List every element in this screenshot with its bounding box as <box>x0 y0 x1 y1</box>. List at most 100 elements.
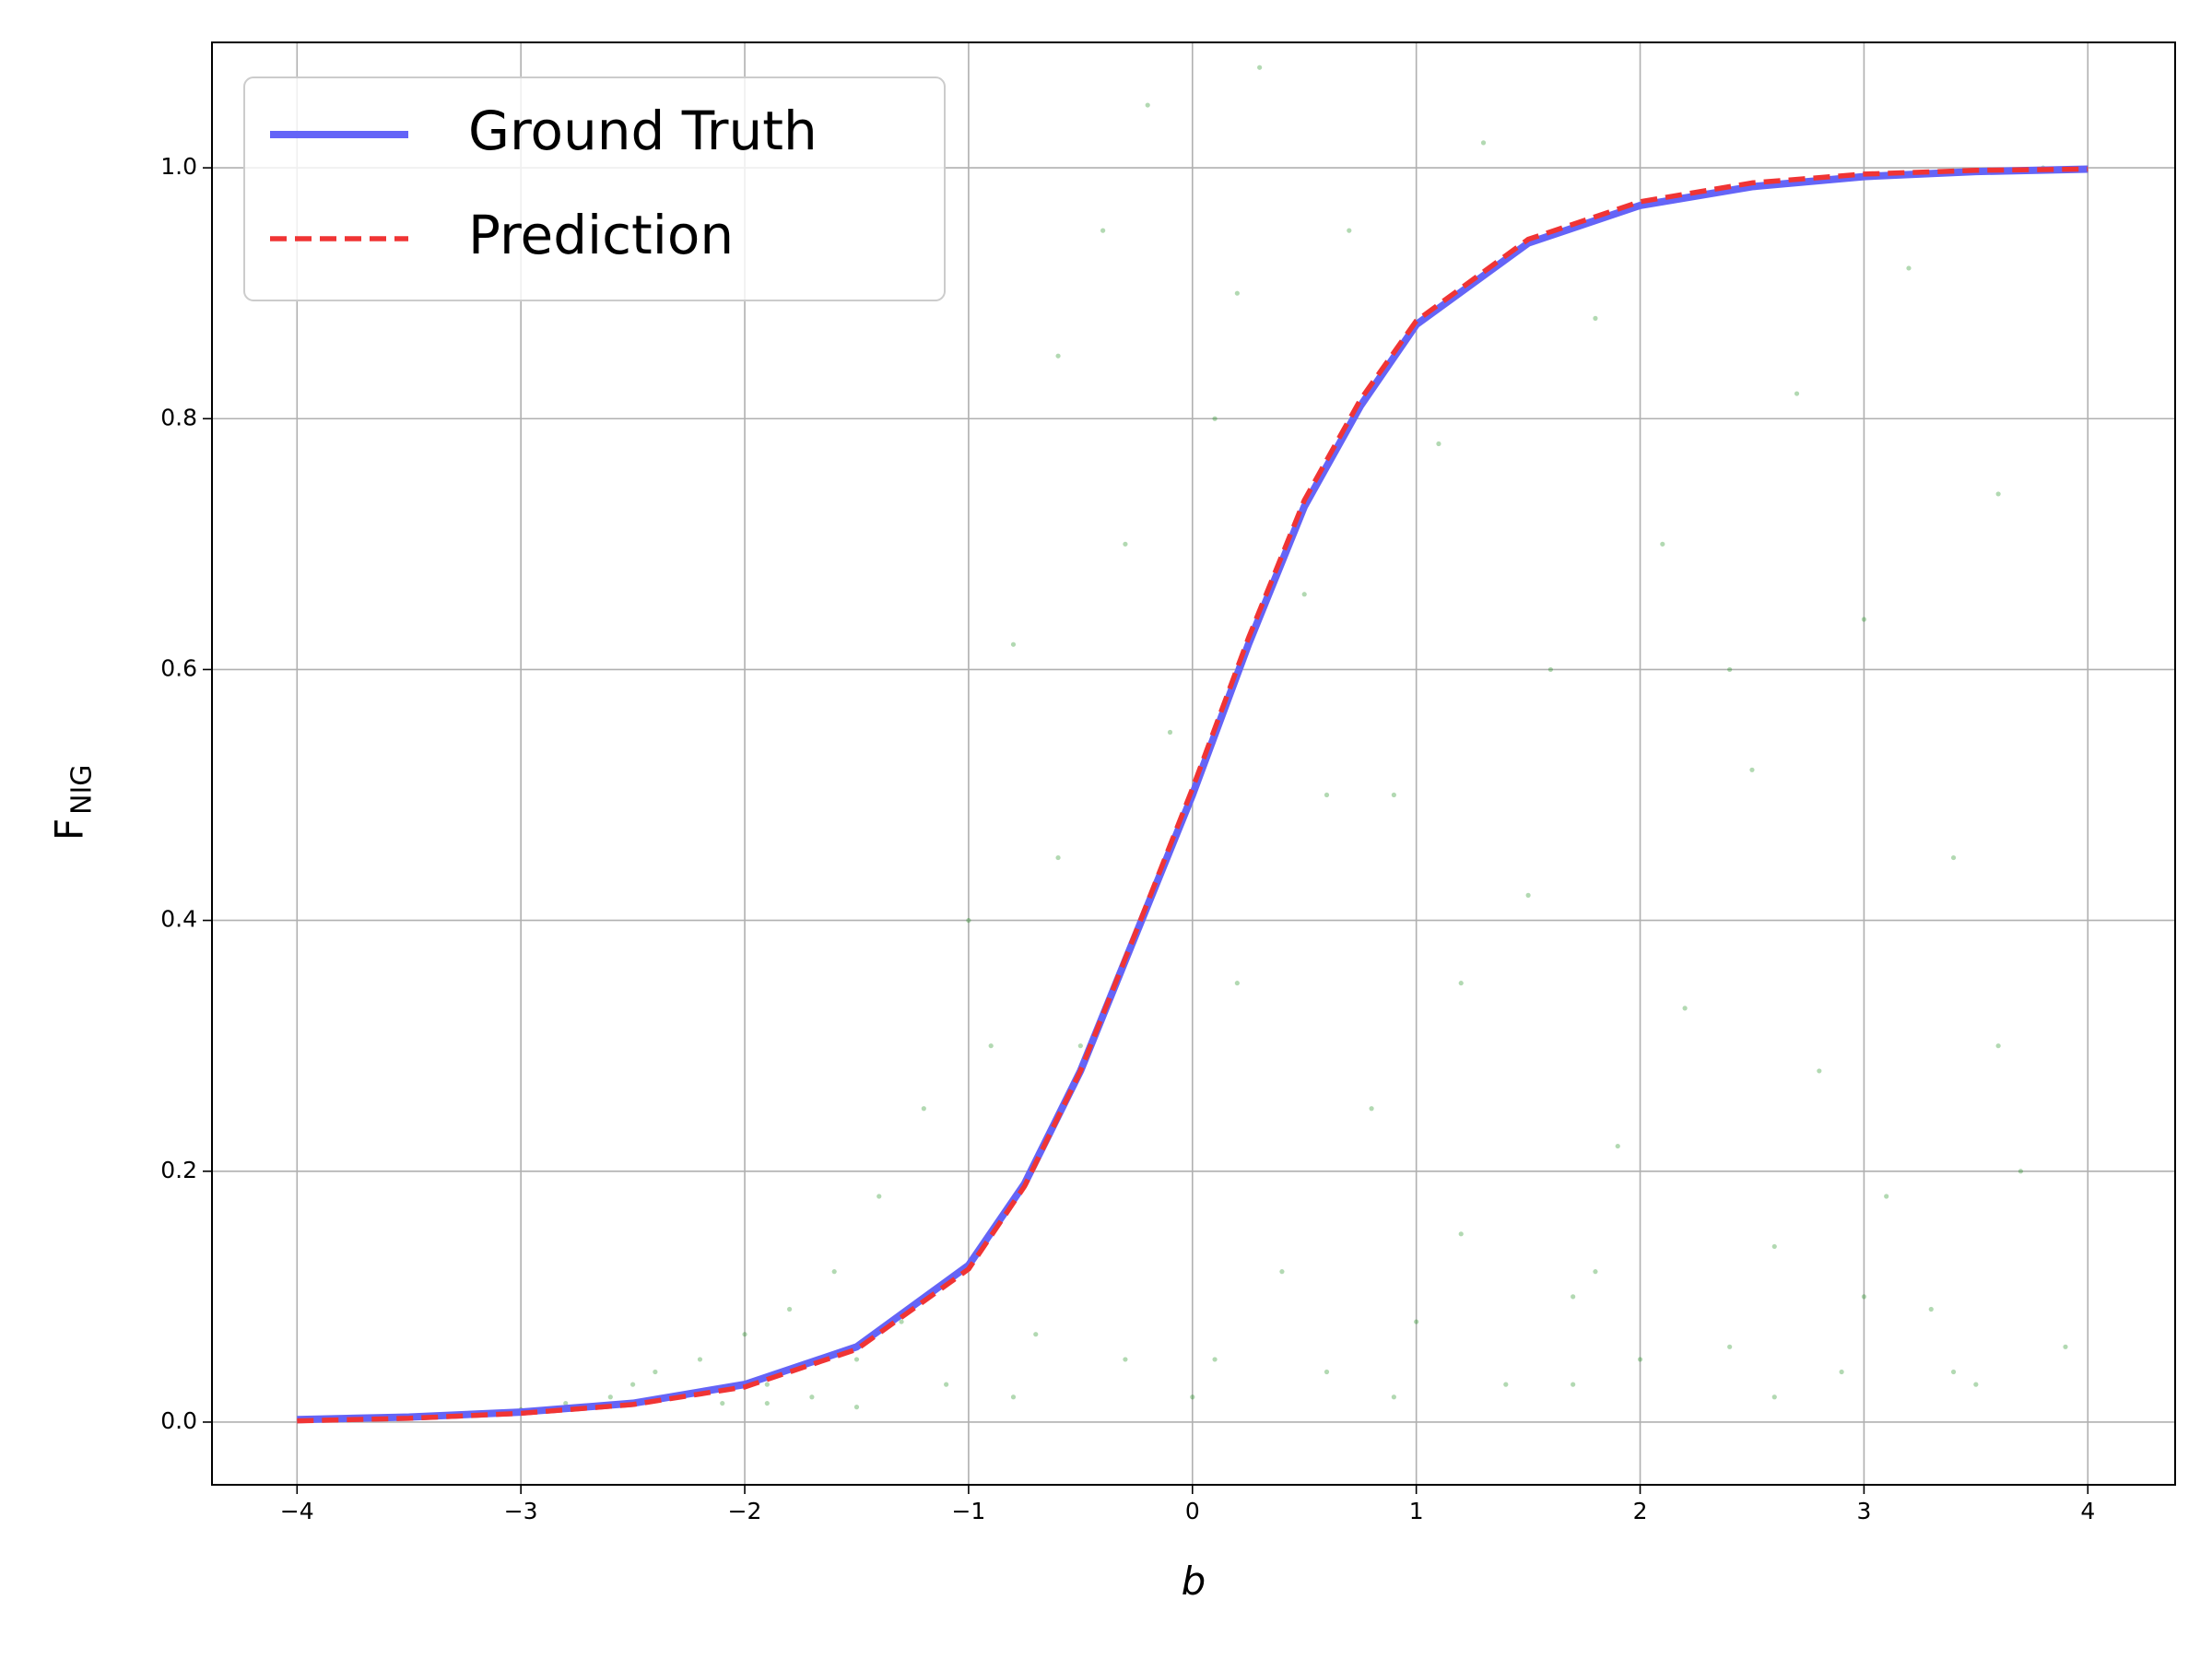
x-tick-label: 1 <box>1409 1498 1424 1524</box>
scatter-point <box>1637 1357 1643 1362</box>
x-tick-label: −1 <box>951 1498 985 1524</box>
scatter-point <box>697 1357 703 1362</box>
scatter-point <box>2018 1169 2024 1174</box>
scatter-point <box>1391 1394 1396 1400</box>
legend-box <box>243 76 946 301</box>
y-tick-label: 0.8 <box>160 404 197 430</box>
scatter-point <box>1503 1382 1509 1387</box>
y-tick-label: 1.0 <box>160 153 197 180</box>
scatter-point <box>899 1319 904 1324</box>
scatter-point <box>921 1106 926 1112</box>
scatter-point <box>988 1043 994 1049</box>
scatter-point <box>742 1332 747 1337</box>
scatter-point <box>1950 1369 1957 1375</box>
scatter-point <box>1279 1269 1285 1275</box>
scatter-point <box>1301 592 1307 597</box>
scatter-point <box>1771 1394 1777 1400</box>
scatter-point <box>1861 1294 1867 1300</box>
scatter-point <box>1727 1344 1733 1349</box>
y-axis-label-main: F <box>47 818 92 841</box>
scatter-point <box>1593 315 1598 321</box>
scatter-point <box>1257 65 1263 70</box>
legend-label: Prediction <box>468 204 734 266</box>
scatter-point <box>1324 1369 1330 1375</box>
y-tick-label: 0.4 <box>160 906 197 933</box>
scatter-point <box>1100 228 1106 233</box>
scatter-point <box>1480 140 1487 146</box>
scatter-point <box>1749 767 1755 772</box>
scatter-point <box>877 1194 882 1199</box>
scatter-point <box>1212 416 1218 421</box>
legend-label: Ground Truth <box>468 100 818 162</box>
x-tick-label: −2 <box>728 1498 762 1524</box>
scatter-point <box>720 1400 725 1406</box>
scatter-point <box>1995 1043 2001 1049</box>
scatter-point <box>1010 1394 1017 1400</box>
scatter-point <box>1055 353 1061 359</box>
scatter-point <box>1571 1294 1576 1300</box>
x-axis-label: b <box>1182 1559 1206 1604</box>
scatter-point <box>1906 265 1912 271</box>
y-tick-label: 0.0 <box>160 1407 197 1434</box>
y-tick-label: 0.2 <box>160 1157 197 1183</box>
scatter-point <box>1660 541 1665 547</box>
scatter-point <box>1547 666 1553 673</box>
scatter-point <box>1593 1269 1598 1275</box>
scatter-point <box>764 1400 770 1406</box>
scatter-point <box>1458 1231 1464 1237</box>
scatter-point <box>1794 391 1800 396</box>
scatter-point <box>1234 290 1240 296</box>
scatter-point <box>1145 102 1150 108</box>
scatter-point <box>1234 981 1240 986</box>
x-tick-label: 0 <box>1185 1498 1200 1524</box>
x-tick-label: −3 <box>504 1498 538 1524</box>
scatter-point <box>787 1306 793 1312</box>
scatter-point <box>853 1405 860 1410</box>
scatter-point <box>1771 1243 1777 1250</box>
scatter-point <box>1571 1382 1576 1387</box>
plot-frame <box>211 41 2176 1486</box>
scatter-point <box>1123 1357 1128 1362</box>
scatter-point <box>1615 1143 1620 1149</box>
scatter-point <box>1928 1306 1934 1312</box>
scatter-point <box>1055 854 1061 861</box>
scatter-point <box>1884 1194 1889 1199</box>
scatter-point <box>1973 1382 1979 1387</box>
scatter-point <box>1324 792 1330 798</box>
scatter-point <box>853 1357 860 1362</box>
scatter-point <box>1436 441 1441 447</box>
scatter-point <box>1077 1043 1083 1049</box>
scatter-point <box>1817 1068 1822 1074</box>
scatter-point <box>1391 792 1396 798</box>
scatter-point <box>1839 1369 1844 1375</box>
scatter-point <box>1190 1394 1195 1400</box>
scatter-point <box>1167 729 1173 735</box>
scatter-point <box>831 1269 837 1275</box>
scatter-point <box>653 1369 658 1375</box>
x-tick-label: 3 <box>1856 1498 1871 1524</box>
scatter-point <box>1347 228 1352 233</box>
scatter-point <box>966 918 971 924</box>
scatter-point <box>1414 1319 1419 1324</box>
y-axis-label: F NIG <box>47 764 99 841</box>
scatter-point <box>764 1382 770 1387</box>
lines <box>297 165 2088 1424</box>
scatter-point <box>1033 1332 1039 1337</box>
scatter-point <box>1727 666 1733 673</box>
scatter-point <box>1861 617 1867 622</box>
ticks: −4 −3 −2 −1 0 1 2 3 4 0.0 0.2 0.4 0.6 0.8 1.0 <box>160 153 2095 1524</box>
x-tick-label: −4 <box>280 1498 314 1524</box>
scatter-point <box>1995 491 2001 497</box>
scatter-point <box>1682 1006 1688 1011</box>
x-tick-label: 4 <box>2080 1498 2095 1524</box>
scatter-point <box>1123 541 1128 547</box>
x-tick-label: 2 <box>1633 1498 1648 1524</box>
series-line <box>297 166 2088 1424</box>
scatter-point <box>607 1394 613 1400</box>
scatter-point <box>944 1382 949 1387</box>
scatter-point <box>630 1382 636 1387</box>
scatter-point <box>1525 892 1531 898</box>
scatter-point <box>1010 641 1017 647</box>
scatter-point <box>1950 854 1957 861</box>
